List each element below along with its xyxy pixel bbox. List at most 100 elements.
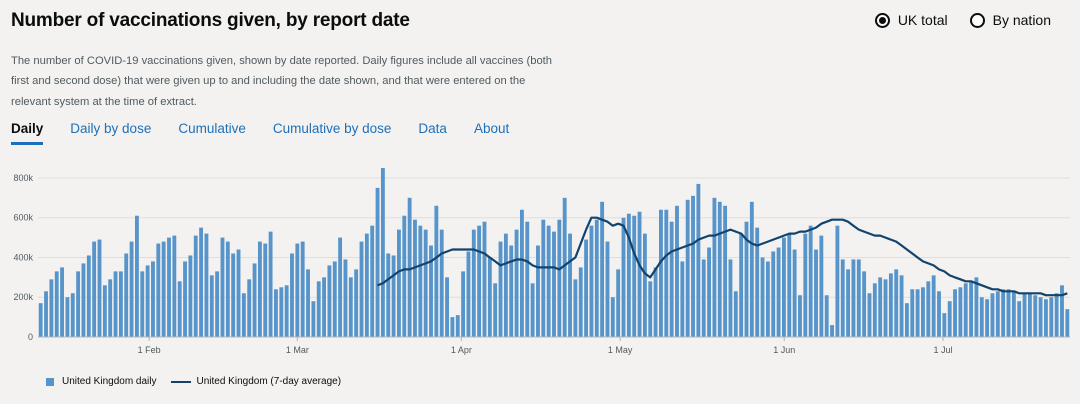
radio-unchecked-icon[interactable] — [969, 12, 985, 28]
bar-daily — [97, 239, 102, 337]
bar-daily — [840, 259, 845, 337]
bar-daily — [894, 269, 899, 337]
bar-daily — [637, 211, 642, 337]
bar-daily — [44, 291, 48, 337]
bar-daily — [161, 241, 166, 337]
bar-daily — [471, 229, 476, 337]
bar-daily — [872, 283, 877, 337]
radio-by-nation[interactable]: By nation — [969, 12, 1051, 28]
bar-daily — [712, 197, 717, 337]
tab-cumulative-by-dose[interactable]: Cumulative by dose — [272, 121, 392, 136]
bar-daily — [274, 289, 278, 337]
bar-daily — [215, 271, 220, 337]
bar-daily — [616, 269, 621, 337]
bar-daily — [808, 225, 813, 337]
tab-data[interactable]: Data — [418, 121, 447, 136]
bar-daily — [685, 199, 690, 337]
bar-daily — [648, 281, 653, 337]
bar-daily — [787, 233, 792, 337]
tab-daily-by-dose[interactable]: Daily by dose — [70, 121, 152, 136]
bar-daily — [846, 269, 851, 337]
bar-daily — [904, 303, 909, 337]
bar-daily — [958, 287, 963, 337]
bar-daily — [568, 233, 572, 337]
bar-daily — [910, 289, 915, 337]
page-title: Number of vaccinations given, by report … — [11, 10, 410, 31]
bar-daily — [279, 287, 284, 337]
bar-daily — [65, 297, 70, 337]
bar-daily — [610, 297, 615, 337]
x-tick-label: 1 Jun — [773, 345, 795, 355]
bar-daily — [723, 205, 728, 337]
tab-daily[interactable]: Daily — [11, 121, 44, 145]
bar-daily — [979, 297, 984, 337]
bar-daily — [969, 281, 974, 337]
bar-daily — [888, 273, 893, 337]
bar-daily — [439, 229, 444, 337]
bar-daily — [771, 251, 776, 337]
bar-daily — [295, 243, 300, 337]
bar-daily — [552, 231, 556, 337]
bar-daily — [862, 271, 867, 337]
bar-daily — [824, 295, 829, 337]
bar-daily — [680, 261, 685, 337]
bar-daily — [338, 237, 343, 337]
bar-daily — [792, 249, 797, 337]
tab-cumulative[interactable]: Cumulative — [178, 121, 246, 136]
bar-daily — [284, 285, 289, 337]
legend-line-swatch — [170, 380, 191, 383]
bar-daily — [359, 241, 364, 337]
bar-daily — [332, 261, 337, 337]
bar-daily — [54, 271, 59, 337]
bar-daily — [509, 245, 514, 337]
bar-daily — [675, 205, 679, 337]
bar-daily — [937, 291, 941, 337]
bar-daily — [525, 221, 530, 337]
radio-by-nation-label: By nation — [992, 12, 1051, 28]
radio-uk-total[interactable]: UK total — [874, 12, 948, 28]
bar-daily — [220, 237, 225, 337]
bar-daily — [487, 257, 492, 337]
bar-daily — [985, 299, 990, 337]
bar-daily — [493, 283, 498, 337]
bar-daily — [1017, 301, 1022, 337]
bar-daily — [536, 245, 540, 337]
bar-daily — [605, 241, 610, 337]
legend-daily-label: United Kingdom daily — [62, 376, 157, 387]
radio-checked-icon[interactable] — [874, 12, 890, 28]
bar-daily — [482, 221, 487, 337]
bar-daily — [1022, 293, 1027, 337]
bar-daily — [477, 225, 482, 337]
bar-daily — [921, 287, 925, 337]
bar-daily — [632, 215, 637, 337]
chart-tabs: Daily Daily by dose Cumulative Cumulativ… — [11, 121, 509, 145]
bar-daily — [867, 293, 872, 337]
bar-daily — [423, 229, 428, 337]
bar-daily — [167, 237, 171, 337]
bar-daily — [915, 289, 920, 337]
bar-daily — [1001, 289, 1006, 337]
bar-daily — [429, 245, 433, 337]
bar-daily — [664, 209, 669, 337]
bar-daily — [931, 275, 936, 337]
bar-daily — [76, 271, 81, 337]
bar-daily — [316, 281, 321, 337]
tab-about[interactable]: About — [473, 121, 510, 136]
bar-daily — [156, 243, 161, 337]
bar-daily — [707, 247, 711, 337]
legend-average-label: United Kingdom (7-day average) — [196, 376, 342, 387]
bar-daily — [306, 269, 310, 337]
bar-daily — [188, 255, 193, 337]
bar-daily — [134, 215, 139, 337]
bar-daily — [1038, 297, 1043, 337]
bar-daily — [375, 187, 380, 337]
bar-daily — [744, 221, 749, 337]
bar-daily — [562, 197, 567, 337]
bar-daily — [380, 168, 385, 337]
bar-daily — [151, 261, 155, 337]
bar-daily — [241, 293, 246, 337]
bar-daily — [514, 229, 519, 337]
bar-daily — [782, 237, 786, 337]
y-tick-label: 400k — [13, 252, 33, 262]
bar-daily — [86, 255, 91, 337]
